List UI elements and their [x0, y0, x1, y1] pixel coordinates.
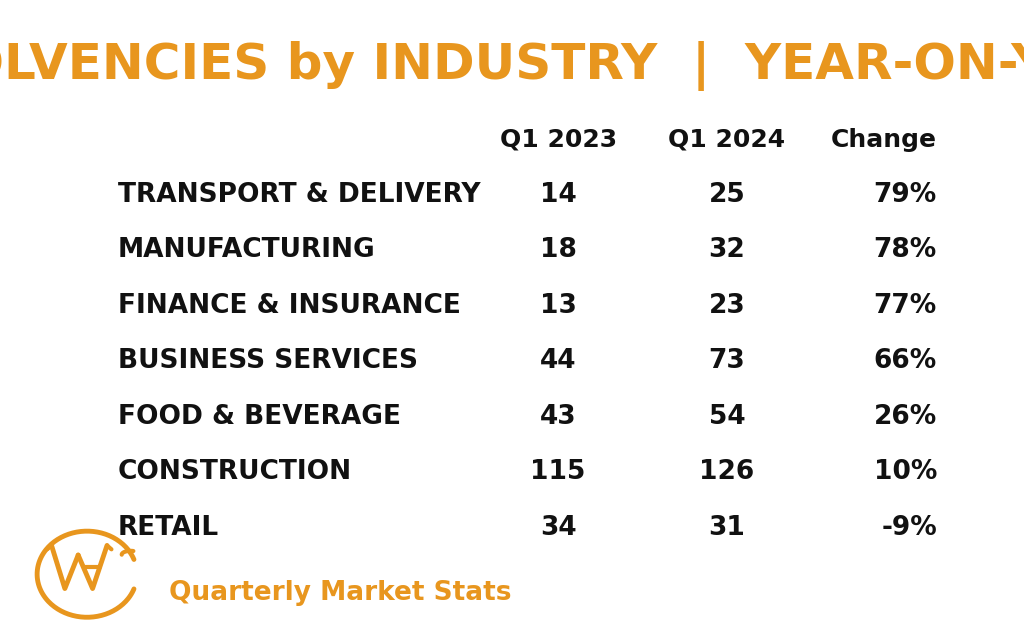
Text: 43: 43 [540, 404, 577, 430]
Text: 18: 18 [540, 237, 577, 263]
Text: 14: 14 [540, 182, 577, 208]
Text: 77%: 77% [873, 293, 937, 319]
Text: 23: 23 [709, 293, 745, 319]
Text: 78%: 78% [873, 237, 937, 263]
Text: Change: Change [830, 128, 937, 152]
Text: CONSTRUCTION: CONSTRUCTION [118, 459, 352, 486]
Text: BUSINESS SERVICES: BUSINESS SERVICES [118, 348, 418, 375]
Text: Quarterly Market Stats: Quarterly Market Stats [169, 581, 511, 606]
Text: 126: 126 [699, 459, 755, 486]
Text: MANUFACTURING: MANUFACTURING [118, 237, 376, 263]
Text: 66%: 66% [873, 348, 937, 375]
Text: INSOLVENCIES by INDUSTRY  |  YEAR-ON-YEAR: INSOLVENCIES by INDUSTRY | YEAR-ON-YEAR [0, 41, 1024, 91]
Text: FINANCE & INSURANCE: FINANCE & INSURANCE [118, 293, 461, 319]
Text: 34: 34 [540, 515, 577, 541]
Text: Q1 2024: Q1 2024 [669, 128, 785, 152]
Text: 25: 25 [709, 182, 745, 208]
Text: TRANSPORT & DELIVERY: TRANSPORT & DELIVERY [118, 182, 480, 208]
Text: 13: 13 [540, 293, 577, 319]
Text: 54: 54 [709, 404, 745, 430]
Text: 115: 115 [530, 459, 586, 486]
Text: 31: 31 [709, 515, 745, 541]
Text: -9%: -9% [882, 515, 937, 541]
Text: RETAIL: RETAIL [118, 515, 219, 541]
Text: 79%: 79% [873, 182, 937, 208]
Text: 26%: 26% [873, 404, 937, 430]
Text: 44: 44 [540, 348, 577, 375]
Text: 32: 32 [709, 237, 745, 263]
Text: 73: 73 [709, 348, 745, 375]
Text: Q1 2023: Q1 2023 [500, 128, 616, 152]
Text: FOOD & BEVERAGE: FOOD & BEVERAGE [118, 404, 400, 430]
Text: 10%: 10% [873, 459, 937, 486]
